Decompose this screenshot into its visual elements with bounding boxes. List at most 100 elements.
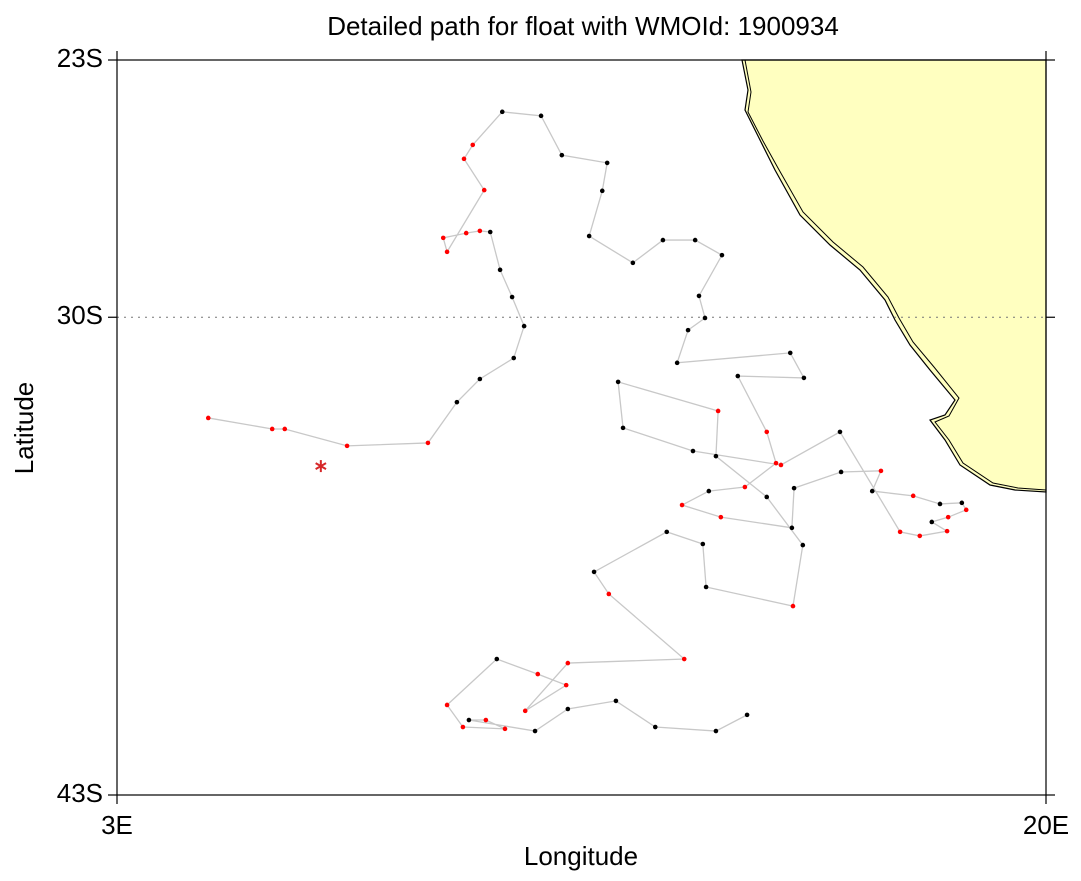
x-tick-label: 3E xyxy=(101,810,133,840)
profile-point xyxy=(690,448,696,454)
profile-point xyxy=(481,187,487,193)
profile-point xyxy=(702,315,708,321)
profile-point xyxy=(532,728,538,734)
profile-point xyxy=(499,109,505,115)
profile-point xyxy=(494,656,500,662)
profile-point xyxy=(700,541,706,547)
profile-point xyxy=(664,529,670,535)
frame xyxy=(116,59,1047,796)
profile-point xyxy=(604,160,610,166)
profile-point xyxy=(685,327,691,333)
profile-point xyxy=(487,229,493,235)
profile-point xyxy=(511,355,517,361)
profile-point xyxy=(563,682,569,688)
profile-point xyxy=(959,500,965,506)
profile-point xyxy=(205,415,211,421)
y-axis-label: Latitude xyxy=(9,382,39,475)
profile-point xyxy=(591,569,597,575)
profile-point xyxy=(764,429,770,435)
profile-point xyxy=(944,528,950,534)
profile-point xyxy=(454,399,460,405)
profile-point xyxy=(790,603,796,609)
y-tick-label: 30S xyxy=(57,300,103,330)
profile-point xyxy=(521,323,527,329)
profile-point xyxy=(713,728,719,734)
profile-point xyxy=(652,724,658,730)
profile-point xyxy=(559,152,565,158)
profile-point xyxy=(897,529,903,535)
profile-point xyxy=(444,702,450,708)
profile-point xyxy=(565,706,571,712)
profile-point xyxy=(791,485,797,491)
profile-point xyxy=(444,249,450,255)
x-axis-label: Longitude xyxy=(524,841,638,871)
chart-title: Detailed path for float with WMOId: 1900… xyxy=(327,11,839,41)
profile-point xyxy=(838,469,844,475)
profile-point xyxy=(538,113,544,119)
profile-point xyxy=(535,671,541,677)
profile-point xyxy=(963,507,969,513)
profile-point xyxy=(522,708,528,714)
start-marker-stroke xyxy=(315,462,327,470)
profile-point xyxy=(837,429,843,435)
profile-point xyxy=(586,233,592,239)
profile-point xyxy=(742,484,748,490)
profile-point xyxy=(764,494,770,500)
profile-point xyxy=(735,373,741,379)
profile-point xyxy=(715,408,721,414)
profile-point xyxy=(719,252,725,258)
profile-point xyxy=(620,425,626,431)
profile-point xyxy=(674,360,680,366)
profile-point xyxy=(613,698,619,704)
profile-point xyxy=(440,235,446,241)
profile-point xyxy=(460,724,466,730)
y-tick-label: 23S xyxy=(57,43,103,73)
profile-point xyxy=(945,514,951,520)
profile-point xyxy=(483,717,489,723)
profile-point xyxy=(282,426,288,432)
profile-point xyxy=(470,142,476,148)
y-tick-label: 43S xyxy=(57,778,103,808)
profile-point xyxy=(713,453,719,459)
profile-point xyxy=(497,267,503,273)
profile-point xyxy=(703,584,709,590)
profile-point xyxy=(773,460,779,466)
profile-point xyxy=(477,376,483,382)
profile-point xyxy=(696,293,702,299)
plot-area xyxy=(205,109,969,734)
profile-point xyxy=(801,375,807,381)
profile-point xyxy=(630,260,636,266)
profile-point xyxy=(425,440,431,446)
profile-point xyxy=(461,156,467,162)
profile-point xyxy=(477,228,483,234)
coastline xyxy=(744,59,1047,491)
profile-point xyxy=(706,488,712,494)
profile-point xyxy=(509,294,515,300)
profile-point xyxy=(692,237,698,243)
profile-point xyxy=(463,230,469,236)
profile-point xyxy=(789,525,795,531)
float-track xyxy=(208,111,968,732)
profile-point xyxy=(681,656,687,662)
start-marker xyxy=(315,460,327,473)
profile-point xyxy=(606,591,612,597)
profile-point xyxy=(269,426,275,432)
profile-point xyxy=(502,726,508,732)
profile-point xyxy=(778,462,784,468)
profile-point xyxy=(615,379,621,385)
profile-point xyxy=(660,237,666,243)
profile-point xyxy=(937,501,943,507)
profile-point xyxy=(718,514,724,520)
profile-point xyxy=(869,488,875,494)
profile-point xyxy=(466,717,472,723)
profile-point xyxy=(679,502,685,508)
profile-point xyxy=(917,533,923,539)
profile-point xyxy=(787,350,793,356)
land xyxy=(741,59,1047,493)
profile-point xyxy=(929,519,935,525)
x-tick-label: 20E xyxy=(1023,810,1069,840)
profile-point xyxy=(878,468,884,474)
profile-point xyxy=(744,712,750,718)
